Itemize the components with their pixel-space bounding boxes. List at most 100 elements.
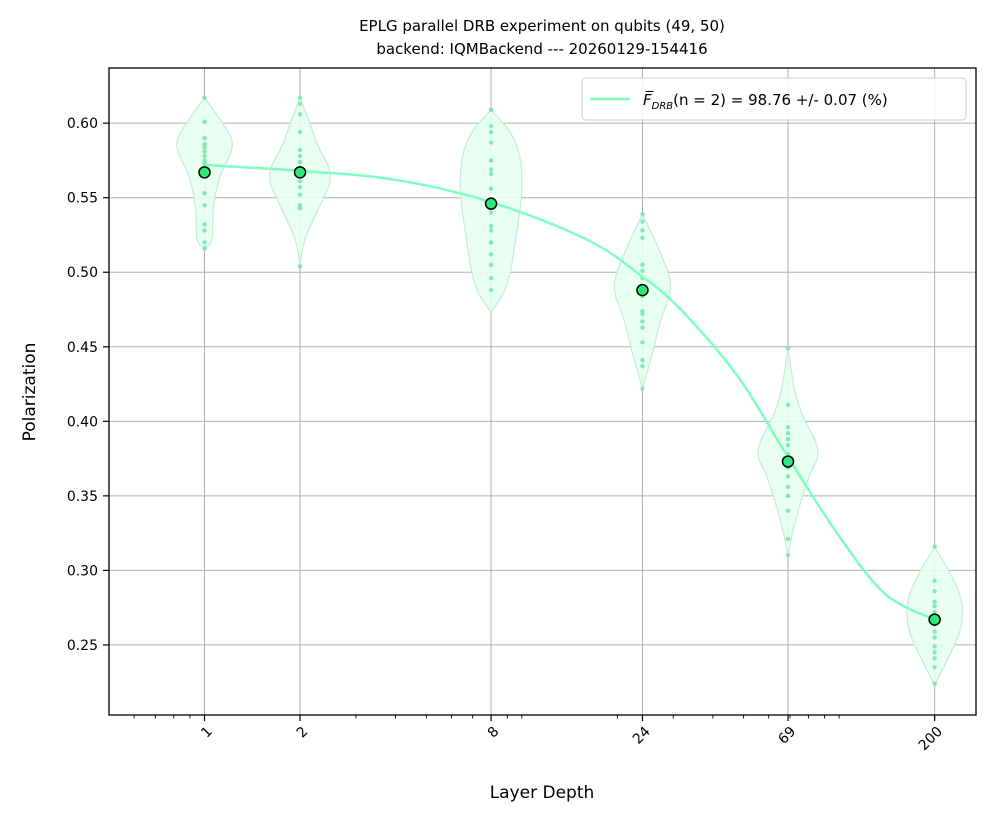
x-axis-label: Layer Depth [490,783,595,803]
sample-point-8-1 [488,123,494,129]
legend-symbol: F̅ [643,90,654,109]
sample-point-24-4 [640,262,645,267]
mean-point-2 [293,166,307,179]
chart-title-line2: backend: IQMBackend --- 20260129-154416 [376,40,707,58]
sample-point-8-12 [488,240,494,245]
sample-point-1-0 [202,95,207,101]
sample-point-69-2 [785,425,791,430]
x-tick-label-69: 69 [775,724,799,748]
sample-point-24-10 [640,311,645,317]
sample-point-8-7 [488,186,494,191]
sample-point-2-11 [297,192,303,197]
sample-point-200-8 [932,629,937,634]
sample-point-8-9 [488,210,494,215]
sample-point-24-2 [640,228,645,233]
sample-point-2-1 [297,101,303,106]
sample-point-1-2 [202,135,207,141]
sample-point-200-10 [932,644,937,649]
sample-point-2-6 [297,159,303,165]
sample-point-2-0 [297,95,303,101]
sample-point-8-11 [488,228,494,233]
sample-point-2-13 [297,205,303,211]
sample-point-69-0 [785,346,791,351]
legend-paren: (n = 2) [673,91,726,109]
sample-point-8-15 [488,276,494,281]
sample-point-69-10 [785,484,791,490]
sample-point-8-6 [488,171,494,177]
sample-point-2-10 [297,185,303,190]
sample-point-69-11 [785,493,791,499]
chart-title-line1: EPLG parallel DRB experiment on qubits (… [359,17,725,35]
x-axis-ticks: 1 2 8 24 69 200 [133,715,946,754]
y-tick-label-0.30: 0.30 [67,563,98,579]
sample-point-200-14 [932,681,937,686]
y-tick-label-0.25: 0.25 [67,638,98,654]
sample-point-2-14 [297,264,303,269]
sample-point-1-4 [202,144,207,150]
sample-point-200-4 [932,603,937,609]
violin-depth-24 [613,212,672,391]
x-tick-label-1: 1 [198,724,216,742]
sample-point-8-4 [488,158,494,163]
fit-curve-group [204,163,936,621]
sample-point-69-5 [785,442,791,448]
x-tick-label-8: 8 [485,724,503,742]
gridlines [109,68,976,715]
sample-point-8-3 [488,140,494,145]
sample-point-200-1 [932,578,937,584]
sample-point-69-9 [785,474,791,479]
x-tick-label-24: 24 [630,724,654,748]
sample-point-69-14 [785,553,791,558]
sample-point-200-3 [932,599,937,604]
sample-point-1-1 [202,119,207,124]
sample-point-1-14 [202,240,207,245]
sample-point-200-2 [932,589,937,594]
x-tick-label-2: 2 [294,724,312,742]
violins [176,95,964,687]
mean-point-1 [198,166,211,179]
sample-point-69-3 [785,431,791,436]
y-axis-label: Polarization [20,343,40,442]
sample-point-24-16 [640,386,645,391]
y-tick-label-0.60: 0.60 [67,116,98,132]
y-axis-ticks: 0.25 0.30 0.35 0.40 0.45 0.50 0.55 0.60 [67,116,109,654]
sample-point-2-9 [297,179,303,184]
mean-point-69 [781,455,795,468]
legend-value: = 98.76 +/- 0.07 (%) [726,91,888,109]
sample-point-200-9 [932,635,937,640]
sample-point-8-0 [488,107,494,112]
sample-point-24-11 [640,319,645,324]
sample-point-1-13 [202,228,207,233]
mean-point-200 [928,613,941,626]
sample-point-8-5 [488,167,494,172]
sample-point-24-15 [640,363,645,369]
sample-point-69-12 [785,508,791,513]
legend: F̅DRB(n = 2) = 98.76 +/- 0.07 (%) [581,77,967,121]
sample-point-24-0 [640,211,645,217]
legend-label: F̅DRB(n = 2) = 98.76 +/- 0.07 (%) [643,90,888,112]
plot-frame [108,67,977,716]
sample-point-1-11 [202,202,207,208]
sample-point-69-1 [785,402,791,408]
mean-point-24 [636,283,649,297]
sample-point-69-4 [785,437,791,442]
legend-box [581,77,967,121]
sample-point-2-2 [297,112,303,117]
sample-point-1-10 [202,191,207,196]
sample-point-2-3 [297,129,303,135]
sample-point-1-12 [202,222,207,227]
sample-point-8-13 [488,252,494,257]
sample-point-24-12 [640,325,645,330]
sample-point-1-15 [202,246,207,251]
sample-point-1-5 [202,149,207,154]
sample-point-2-5 [297,153,303,159]
sample-point-69-13 [785,536,791,542]
sample-point-24-3 [640,235,645,241]
mean-markers [198,166,941,626]
sample-point-24-1 [640,219,645,224]
sample-point-200-0 [932,544,937,549]
legend-subscript: DRB [652,101,674,112]
sample-point-8-16 [488,287,494,293]
y-tick-label-0.50: 0.50 [67,265,98,281]
